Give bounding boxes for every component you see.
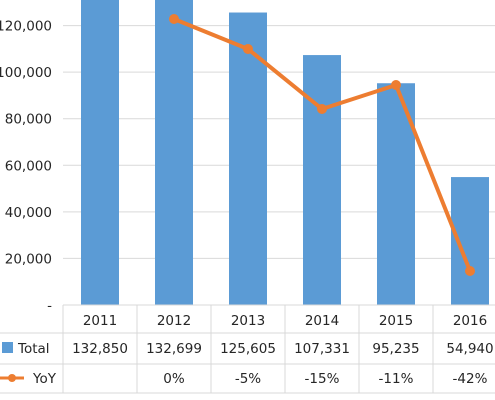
total-value-label: 132,699	[146, 341, 202, 357]
yoy-value-label: 0%	[163, 371, 185, 387]
total-value-label: 132,850	[72, 341, 128, 357]
category-label: 2014	[305, 313, 339, 329]
yoy-point-2015	[391, 80, 401, 90]
yoy-point-2014	[317, 104, 327, 114]
bar-series-total	[81, 0, 489, 306]
y-axis-tick-labels: -20,00040,00060,00080,000100,000120,0001…	[0, 19, 52, 314]
bar-2014	[303, 55, 341, 306]
legend-label-total: Total	[17, 341, 50, 357]
category-label: 2015	[379, 313, 413, 329]
y-tick-label: 40,000	[5, 205, 52, 221]
category-label: 2012	[157, 313, 191, 329]
yoy-point-2012	[169, 14, 179, 24]
total-value-label: 95,235	[372, 341, 419, 357]
y-tick-label: 100,000	[0, 65, 52, 81]
yoy-value-label: -15%	[305, 371, 340, 387]
total-value-label: 107,331	[294, 341, 350, 357]
total-value-label: 54,940	[446, 341, 493, 357]
gridlines	[63, 25, 495, 259]
category-label: 2016	[453, 313, 487, 329]
line-series-yoy	[169, 14, 475, 276]
bar-2013	[229, 12, 267, 306]
y-tick-label: 120,000	[0, 19, 52, 35]
yoy-value-label: -42%	[453, 371, 488, 387]
data-table: 2011 2012 2013 2014 2015 2016 Total YoY 132,850 1…	[0, 304, 495, 394]
yoy-point-2013	[243, 44, 253, 54]
y-tick-label: 80,000	[5, 112, 52, 128]
yoy-value-label: -11%	[379, 371, 414, 387]
yoy-value-label: -5%	[235, 371, 261, 387]
category-label: 2011	[83, 313, 117, 329]
category-label: 2013	[231, 313, 265, 329]
y-tick-label: 60,000	[5, 158, 52, 174]
bar-2011	[81, 0, 119, 305]
y-tick-label: 20,000	[5, 251, 52, 267]
bar-2012	[155, 0, 193, 306]
yoy-point-2016	[465, 266, 475, 276]
legend-label-yoy: YoY	[32, 371, 57, 387]
y-tick-label: -	[47, 298, 52, 314]
total-value-label: 125,605	[220, 341, 276, 357]
legend-key-yoy-dot	[8, 374, 16, 382]
legend-key-total	[2, 342, 13, 353]
